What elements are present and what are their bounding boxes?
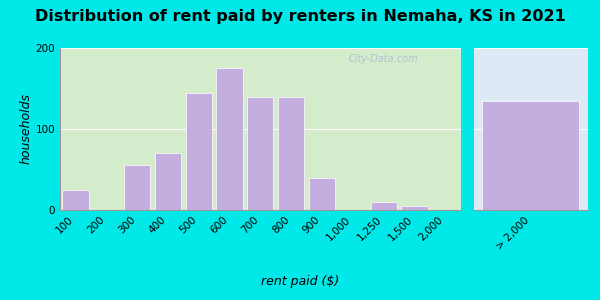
Bar (371, 202, 397, 210)
Bar (309, 178, 335, 210)
Bar (401, 206, 428, 210)
Bar (62, 190, 89, 210)
Text: Distribution of rent paid by renters in Nemaha, KS in 2021: Distribution of rent paid by renters in … (35, 9, 565, 24)
Text: rent paid ($): rent paid ($) (261, 275, 339, 288)
Bar (482, 101, 580, 210)
Bar (217, 68, 242, 210)
Bar (124, 166, 150, 210)
Bar (278, 97, 304, 210)
Bar (247, 97, 274, 210)
Y-axis label: households: households (20, 94, 33, 164)
Bar (155, 153, 181, 210)
Bar (185, 92, 212, 210)
Text: City-Data.com: City-Data.com (349, 55, 418, 64)
